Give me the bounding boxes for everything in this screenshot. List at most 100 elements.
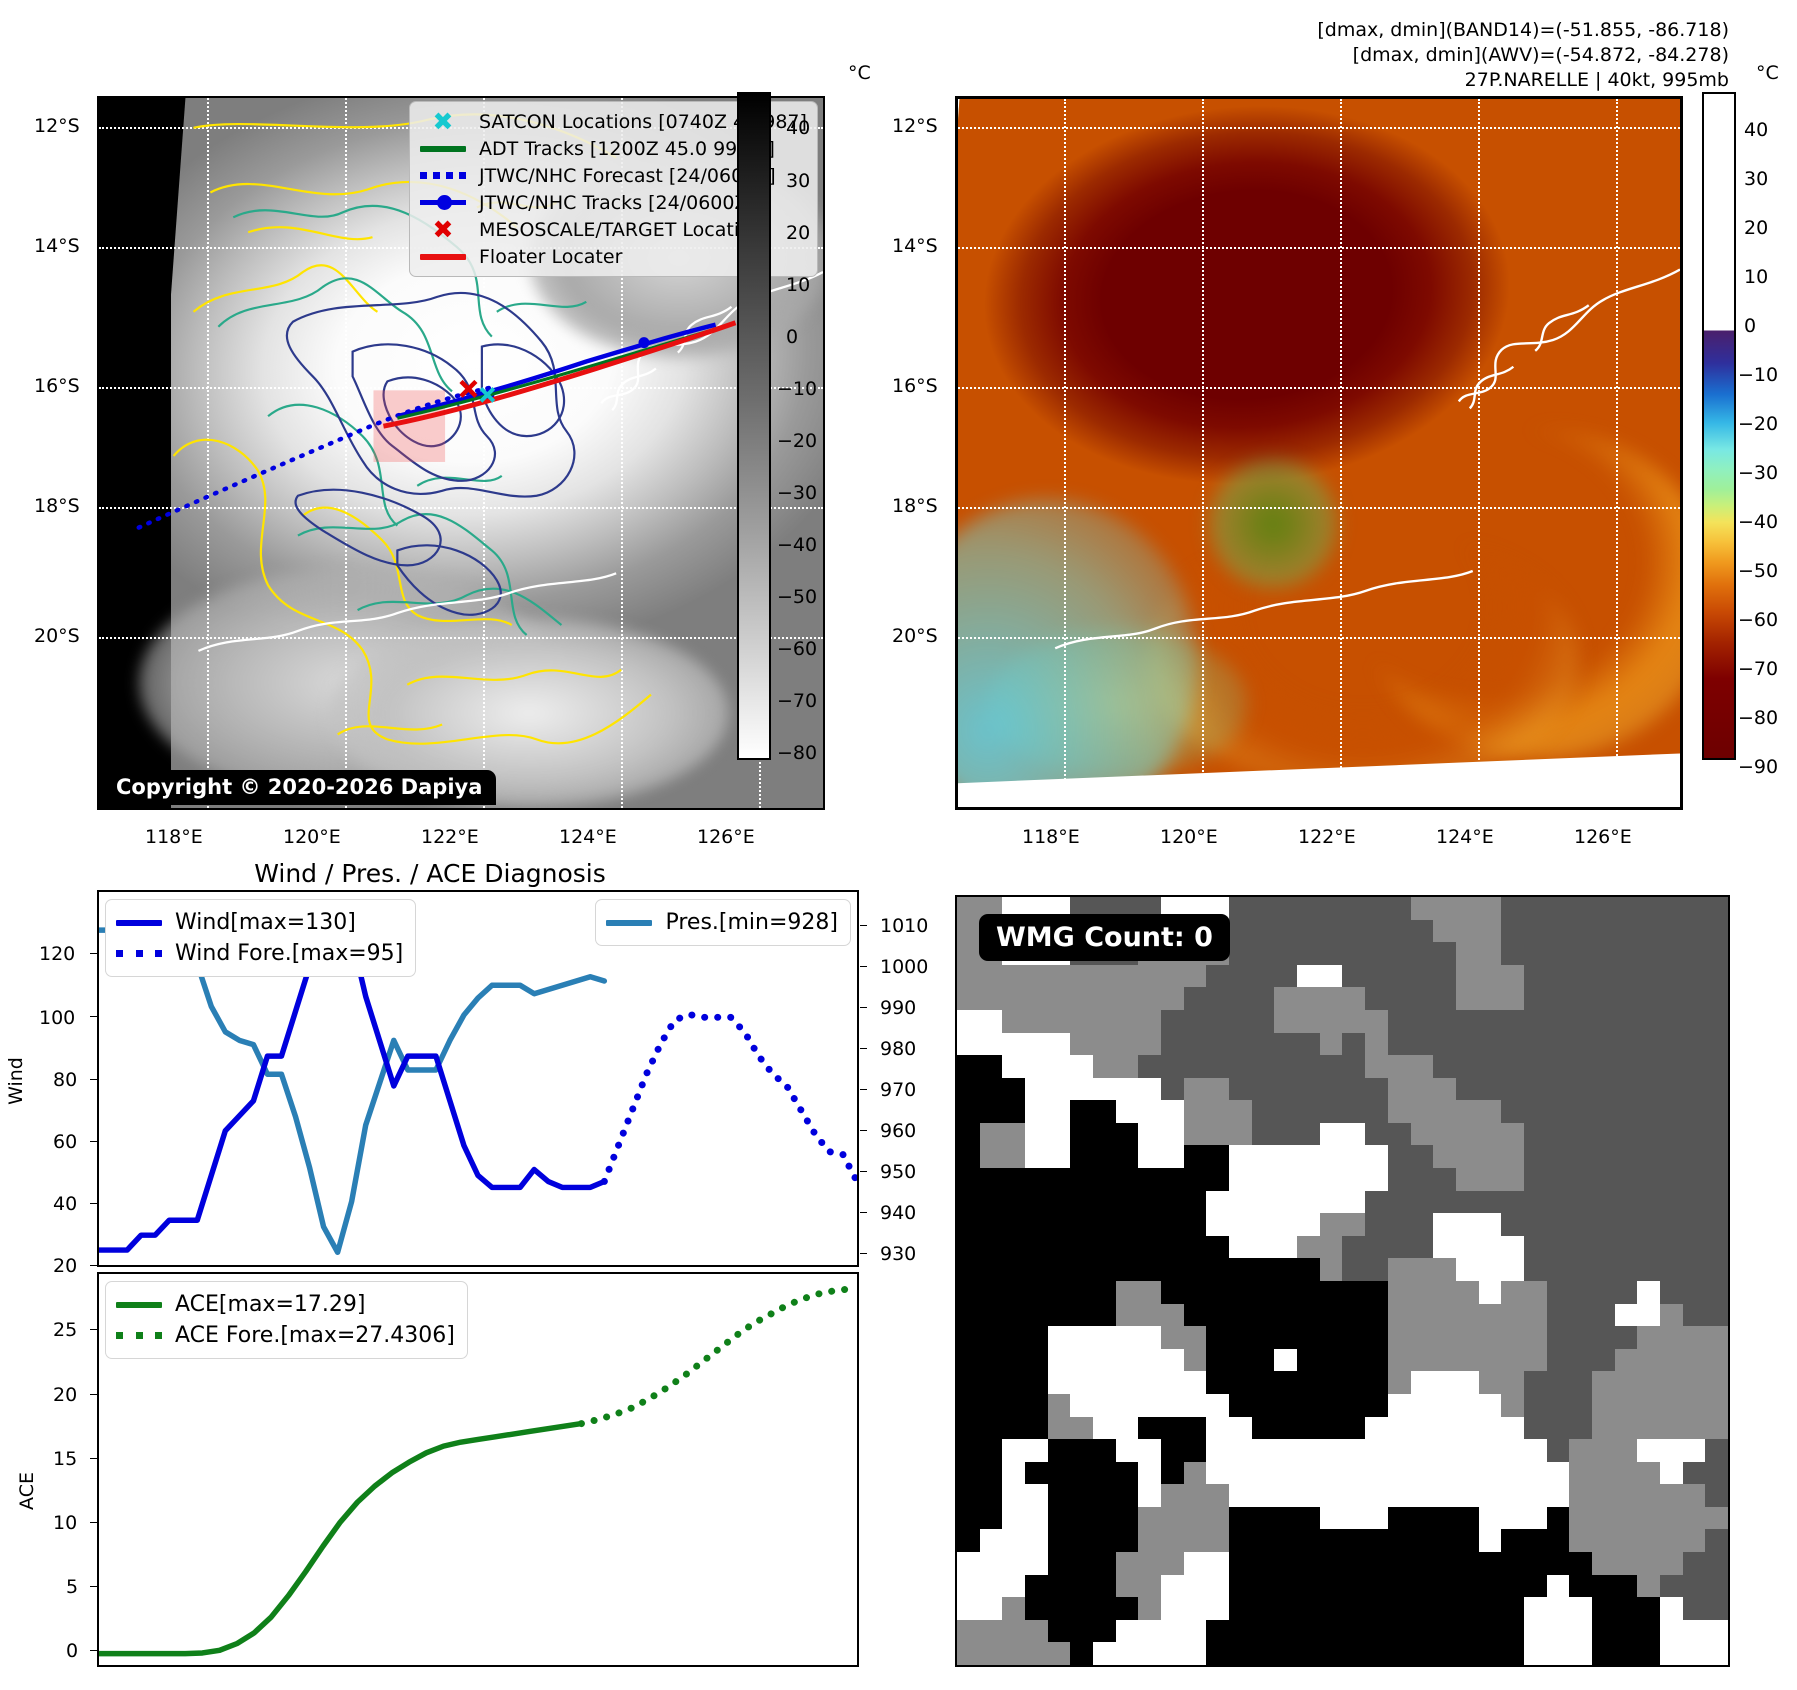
wmg-cell (1251, 1416, 1275, 1440)
legend-item-floater[interactable]: Floater Locater (420, 243, 807, 270)
wmg-cell (1569, 1597, 1592, 1620)
wmg-cell (1614, 1168, 1638, 1191)
ace-tickmark (90, 1329, 97, 1330)
pressure-legend[interactable]: Pres.[min=928] (595, 899, 851, 946)
wind-pressure-chart[interactable]: Wind[max=130] Wind Fore.[max=95] Pres.[m… (97, 890, 859, 1267)
legend-item-adt[interactable]: ADT Tracks [1200Z 45.0 994.4] (420, 135, 807, 162)
pres-ytick-1000: 1000 (880, 956, 929, 978)
wmg-cell (1365, 1258, 1388, 1281)
wmg-cell (1229, 1597, 1252, 1620)
wmg-cell (1002, 1213, 1026, 1236)
wmg-cell (1229, 1077, 1252, 1101)
wmg-cell (1274, 919, 1298, 943)
ace-plot-area (99, 1284, 857, 1657)
wmg-cell (1387, 1168, 1411, 1191)
wmg-cell (1002, 1100, 1026, 1123)
wmg-cell (1161, 1326, 1184, 1349)
wmg-cell (1387, 1281, 1411, 1304)
wmg-cell (1569, 1145, 1592, 1169)
wmg-cell (1115, 1393, 1139, 1417)
wmg-cell (1365, 1393, 1388, 1417)
ir-grid-lon-120 (345, 98, 347, 808)
wmg-cell (1523, 1303, 1547, 1327)
wmg-cell (1682, 964, 1706, 988)
wmg-cell (1206, 1552, 1230, 1575)
wmg-cell (957, 1348, 980, 1372)
wmg-cell (1591, 1235, 1615, 1259)
wmg-cell (1342, 1484, 1366, 1507)
ace-chart[interactable]: ACE[max=17.29] ACE Fore.[max=27.4306] (97, 1272, 859, 1667)
wmg-cell (1501, 897, 1524, 920)
wmg-cell (1523, 1348, 1547, 1372)
wmg-cell (1297, 1122, 1320, 1146)
legend-item-pressure[interactable]: Pres.[min=928] (606, 907, 838, 938)
wmg-cell (1206, 1168, 1230, 1191)
wmg-cell (1501, 1168, 1524, 1191)
ace-legend[interactable]: ACE[max=17.29] ACE Fore.[max=27.4306] (105, 1281, 468, 1359)
wmg-cell (979, 1619, 1003, 1643)
ir-lat-label-20s: 20°S (34, 625, 80, 647)
wmg-cell (1365, 1642, 1388, 1665)
legend-item-ace-forecast[interactable]: ACE Fore.[max=27.4306] (116, 1320, 455, 1351)
wmg-cell (1614, 1100, 1638, 1123)
wmg-cell (1274, 1055, 1298, 1078)
wmg-cell (1455, 897, 1479, 920)
wmg-cell (1093, 1235, 1116, 1259)
wmg-cell (1546, 1619, 1570, 1643)
wmg-cell (1410, 1055, 1434, 1078)
legend-item-satcon[interactable]: ✖ SATCON Locations [0740Z 48 987] (420, 108, 807, 135)
wmg-cell (1478, 1439, 1502, 1462)
wmg-binary-map-panel[interactable]: WMG Count: 0 (955, 895, 1730, 1667)
wmg-cell (1455, 1055, 1479, 1078)
wmg-cell (1297, 1258, 1320, 1281)
wmg-cell (1478, 1597, 1502, 1620)
awv-satellite-panel[interactable] (955, 96, 1683, 810)
wmg-cell (1614, 987, 1638, 1010)
legend-item-wind-forecast[interactable]: Wind Fore.[max=95] (116, 938, 403, 969)
legend-item-ace[interactable]: ACE[max=17.29] (116, 1289, 455, 1320)
wmg-cell (1433, 1371, 1456, 1394)
wmg-cell (1206, 1077, 1230, 1101)
wmg-cell (1183, 1145, 1207, 1169)
wmg-cell (1297, 1348, 1320, 1372)
ir-lon-label-124e: 124°E (559, 826, 617, 848)
wmg-cell (1115, 1055, 1139, 1078)
ir-cb-tick-40: 40 (786, 117, 811, 139)
wmg-cell (1161, 1168, 1184, 1191)
legend-item-wind[interactable]: Wind[max=130] (116, 907, 403, 938)
wmg-cell (1387, 897, 1411, 920)
wmg-cell (1501, 1303, 1524, 1327)
wmg-cell (979, 964, 1003, 988)
legend-item-mesoscale[interactable]: ✖ MESOSCALE/TARGET Location (420, 216, 807, 243)
awv-lat-label-12s: 12°S (892, 115, 938, 137)
wmg-cell (957, 1100, 980, 1123)
wmg-cell (1161, 1439, 1184, 1462)
wmg-cell (1614, 1642, 1638, 1665)
wmg-cell (1478, 1574, 1502, 1598)
wmg-cell (1093, 1009, 1116, 1033)
wmg-cell (1138, 1303, 1162, 1327)
wmg-cell (1501, 987, 1524, 1010)
wmg-cell (1410, 1235, 1434, 1259)
wind-tickmark (90, 1079, 97, 1080)
wmg-cell (957, 1077, 980, 1101)
ace-ytick-20: 20 (53, 1384, 78, 1406)
wmg-cell (1183, 1032, 1207, 1056)
ir-satellite-panel[interactable]: ✖ SATCON Locations [0740Z 48 987] ADT Tr… (97, 96, 825, 810)
wmg-cell (1546, 1077, 1570, 1101)
wmg-cell (1161, 1461, 1184, 1485)
wmg-cell (1433, 1393, 1456, 1417)
ir-grid-lat-16 (99, 387, 823, 389)
wmg-cell (1591, 1055, 1615, 1078)
wmg-cell (1161, 1281, 1184, 1304)
wmg-cell (1705, 1009, 1728, 1033)
wmg-cell (1365, 1009, 1388, 1033)
legend-item-jtwc-forecast[interactable]: JTWC/NHC Forecast [24/0600Z] (420, 162, 807, 189)
wmg-cell (1591, 1145, 1615, 1169)
wind-legend[interactable]: Wind[max=130] Wind Fore.[max=95] (105, 899, 417, 977)
wmg-cell (1637, 1506, 1660, 1530)
wmg-cell (1342, 942, 1366, 965)
wmg-cell (1319, 1303, 1343, 1327)
wmg-cell (1183, 1168, 1207, 1191)
legend-item-jtwc-tracks[interactable]: JTWC/NHC Tracks [24/0600Z] (420, 189, 807, 216)
